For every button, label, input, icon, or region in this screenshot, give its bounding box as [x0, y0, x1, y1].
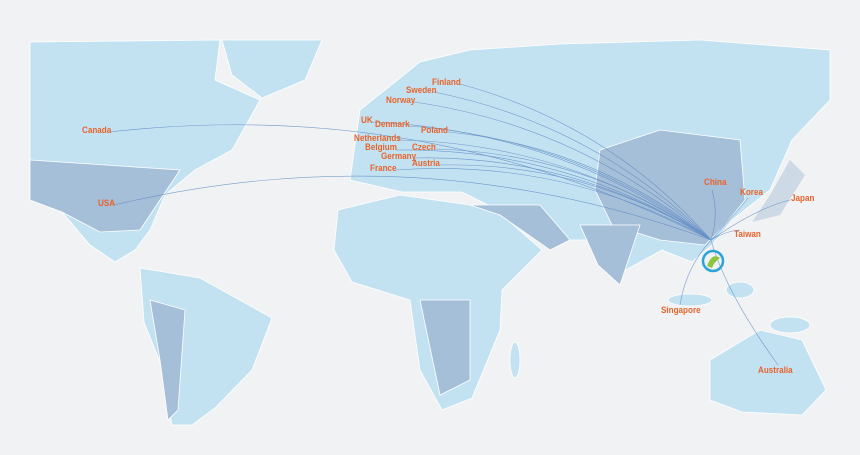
- china-region: [594, 129, 746, 246]
- route-canada: [109, 124, 712, 241]
- route-taiwan: [710, 229, 741, 241]
- label-belgium: Belgium: [365, 142, 397, 152]
- label-czech: Czech: [412, 142, 436, 152]
- route-lines: [109, 83, 791, 366]
- route-korea: [710, 197, 749, 241]
- label-austria: Austria: [412, 158, 440, 168]
- label-france: France: [370, 163, 397, 173]
- label-denmark: Denmark: [375, 119, 410, 129]
- route-sweden: [433, 91, 712, 241]
- route-denmark: [407, 125, 712, 241]
- label-uk: UK: [361, 115, 373, 125]
- india: [579, 224, 641, 286]
- company-logo-icon: [701, 249, 725, 273]
- label-taiwan: Taiwan: [734, 229, 761, 239]
- label-china: China: [704, 177, 727, 187]
- label-germany: Germany: [381, 151, 417, 161]
- greenland: [221, 39, 323, 99]
- route-france: [395, 168, 712, 241]
- route-china: [710, 189, 716, 241]
- route-belgium: [395, 149, 712, 241]
- route-poland: [447, 131, 712, 241]
- label-sweden: Sweden: [406, 85, 437, 95]
- label-australia: Australia: [758, 365, 793, 375]
- label-korea: Korea: [740, 187, 763, 197]
- route-czech: [435, 148, 712, 241]
- route-singapore: [679, 239, 712, 306]
- label-finland: Finland: [432, 77, 461, 87]
- route-norway: [413, 101, 712, 241]
- australia: [709, 329, 827, 416]
- label-singapore: Singapore: [661, 305, 701, 315]
- label-poland: Poland: [421, 125, 449, 135]
- label-norway: Norway: [386, 95, 416, 105]
- route-usa: [113, 175, 712, 241]
- route-netherlands: [397, 139, 712, 241]
- route-uk: [371, 121, 712, 241]
- label-netherlands: Netherlands: [354, 133, 401, 143]
- route-japan: [710, 199, 791, 241]
- north-america: [29, 39, 261, 263]
- route-austria: [439, 164, 712, 241]
- route-finland: [459, 83, 712, 241]
- label-usa: USA: [98, 198, 116, 208]
- usa-region: [29, 159, 181, 233]
- middle-east: [469, 204, 571, 251]
- label-canada: Canada: [82, 125, 112, 135]
- label-japan: Japan: [791, 193, 815, 203]
